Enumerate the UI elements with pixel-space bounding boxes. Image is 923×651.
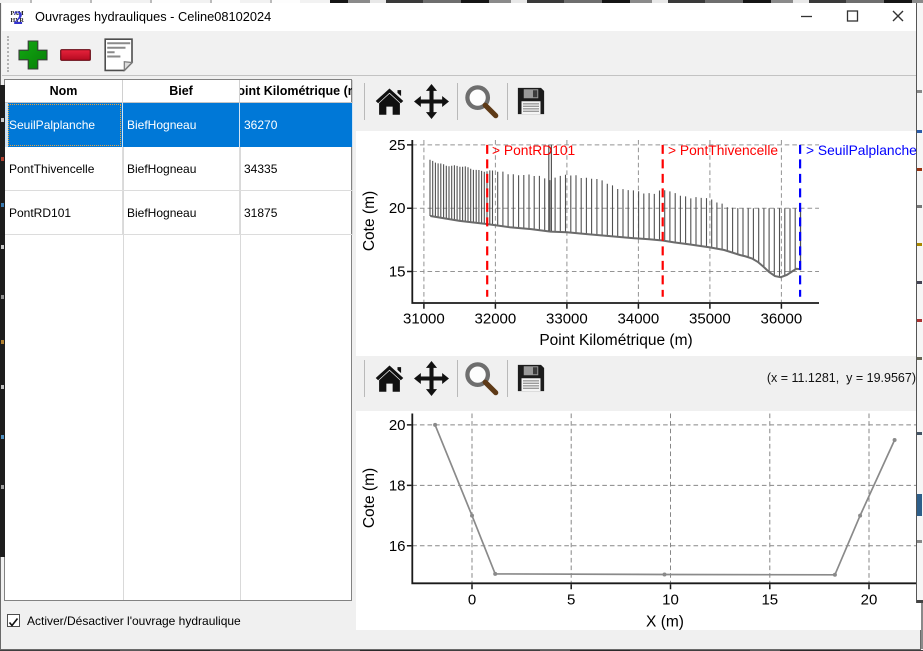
svg-text:16: 16: [389, 538, 406, 555]
svg-text:0: 0: [468, 591, 476, 608]
svg-text:15: 15: [389, 264, 406, 281]
svg-text:Point Kilométrique (m): Point Kilométrique (m): [539, 332, 692, 349]
svg-text:20: 20: [861, 591, 878, 608]
svg-text:34000: 34000: [618, 311, 660, 328]
svg-text:35000: 35000: [689, 311, 731, 328]
svg-text:31000: 31000: [403, 311, 445, 328]
svg-text:2: 2: [13, 8, 23, 25]
svg-text:25: 25: [389, 137, 406, 154]
svg-text:20: 20: [389, 200, 406, 217]
svg-text:Cote (m): Cote (m): [361, 191, 378, 251]
svg-text:15: 15: [761, 591, 778, 608]
svg-text:20: 20: [389, 417, 406, 434]
svg-text:PAM: PAM: [11, 11, 25, 17]
svg-text:> SeuilPalplanche: > SeuilPalplanche: [806, 143, 917, 158]
svg-text:> PontThivencelle: > PontThivencelle: [668, 143, 778, 158]
svg-text:Cote (m): Cote (m): [361, 468, 378, 528]
svg-text:18: 18: [389, 477, 406, 494]
svg-text:HYR: HYR: [11, 18, 25, 24]
svg-text:X (m): X (m): [646, 613, 684, 630]
svg-text:5: 5: [567, 591, 575, 608]
svg-text:36000: 36000: [761, 311, 803, 328]
svg-text:> PontRD101: > PontRD101: [492, 143, 575, 158]
svg-text:10: 10: [662, 591, 679, 608]
svg-text:33000: 33000: [546, 311, 588, 328]
svg-text:32000: 32000: [475, 311, 517, 328]
